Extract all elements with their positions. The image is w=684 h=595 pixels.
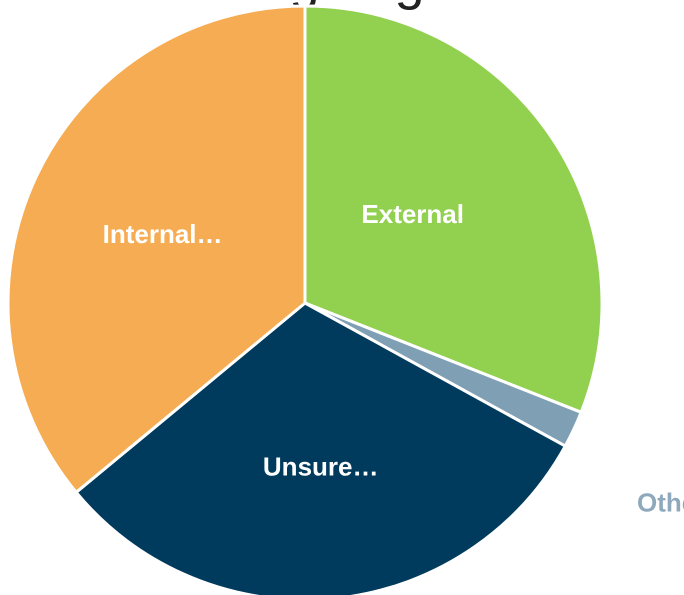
pie-labels: External Other Unsure… Internal… <box>103 199 684 518</box>
pie-label-internal: Internal… <box>103 219 223 249</box>
pie-slice-internal <box>6 4 307 494</box>
chart-title: ...ng ... g... <box>0 0 684 8</box>
pie-label-external: External <box>361 199 464 229</box>
pie-label-unsure: Unsure… <box>263 451 379 481</box>
pie-slice-external <box>303 4 604 414</box>
pie-label-other: Other <box>637 488 684 518</box>
pie-slices <box>6 4 604 595</box>
pie-slice-unsure <box>74 301 567 595</box>
